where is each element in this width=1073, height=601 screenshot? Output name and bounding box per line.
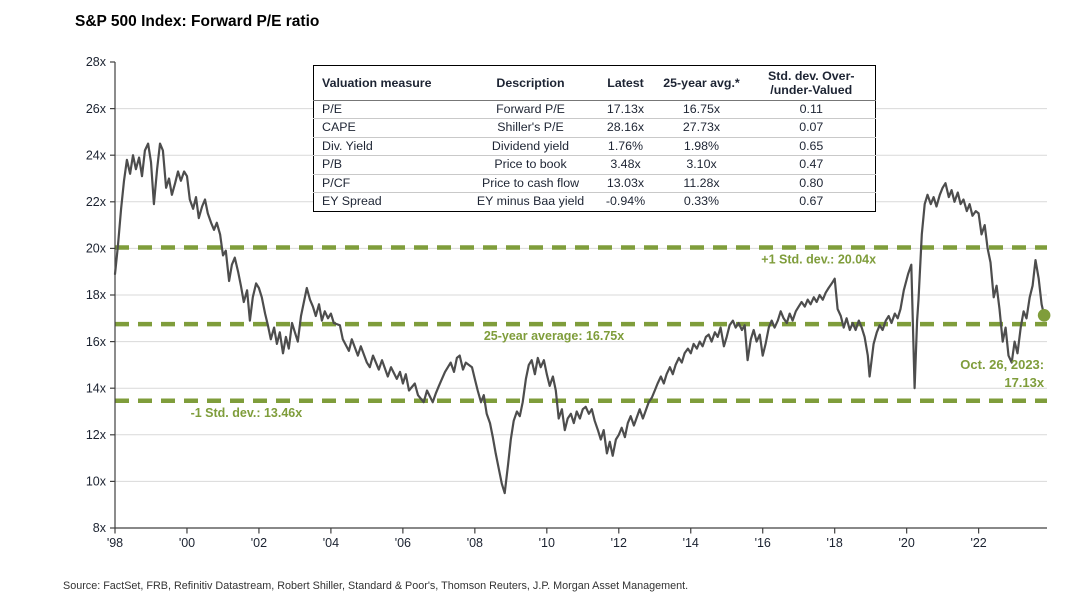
- table-cell: 0.33%: [655, 192, 748, 212]
- table-cell: 1.76%: [595, 136, 656, 156]
- x-tick-label: '10: [539, 536, 555, 550]
- ref-line-label-plus-1-std: +1 Std. dev.: 20.04x: [761, 252, 876, 266]
- table-cell: 17.13x: [606, 101, 645, 116]
- y-tick-label: 18x: [86, 288, 107, 302]
- table-header-row: Valuation measure Description Latest 25-yea…: [313, 65, 876, 101]
- x-tick-label: '08: [467, 536, 483, 550]
- table-row: CAPE Shiller's P/E 28.16x 27.73x 0.07: [313, 118, 876, 138]
- table-cell: 0.07: [747, 118, 876, 138]
- latest-point-marker: [1037, 308, 1051, 322]
- table-cell: 16.75x: [682, 101, 721, 116]
- table-row: Div. Yield Dividend yield 1.76% 1.98% 0.65: [313, 136, 876, 156]
- table-header-cell: Latest: [595, 65, 656, 101]
- table-cell: 0.67: [747, 192, 876, 212]
- y-tick-label: 8x: [93, 521, 107, 535]
- x-tick-label: '12: [611, 536, 627, 550]
- table-cell: EY Spread: [313, 192, 466, 212]
- table-row: P/CF Price to cash flow 13.03x 11.28x 0.80: [313, 173, 876, 193]
- x-tick-label: '02: [251, 536, 267, 550]
- ref-line-label-minus-1-std: -1 Std. dev.: 13.46x: [191, 406, 303, 420]
- table-header-cell: Valuation measure: [313, 65, 466, 101]
- table-cell: EY minus Baa yield: [465, 192, 596, 212]
- table-cell: CAPE: [313, 118, 466, 138]
- source-note: Source: FactSet, FRB, Refinitiv Datastre…: [63, 580, 689, 592]
- x-tick-label: '22: [970, 536, 986, 550]
- table-header-cell: 25-year avg.*: [655, 65, 748, 101]
- table-row: P/B Price to book 3.48x 3.10x 0.47: [313, 155, 876, 175]
- table-header-cell: Description: [465, 65, 596, 101]
- table-cell: Price to book: [465, 155, 596, 175]
- table-cell: 13.03x: [595, 173, 656, 193]
- y-tick-label: 26x: [86, 102, 107, 116]
- latest-point-label-date: Oct. 26, 2023:: [960, 357, 1044, 372]
- y-tick-label: 10x: [86, 475, 107, 489]
- table-cell: P/E: [322, 101, 342, 116]
- table-cell: P/B: [313, 155, 466, 175]
- x-tick-label: '04: [323, 536, 339, 550]
- y-tick-label: 28x: [86, 55, 107, 69]
- table-cell: Shiller's P/E: [465, 118, 596, 138]
- series-line-forward-pe: [113, 142, 1046, 495]
- table-cell: 0.47: [747, 155, 876, 175]
- y-tick-label: 24x: [86, 148, 107, 162]
- table-header-cell: Std. dev. Over- /under-Valued: [747, 65, 876, 101]
- y-tick-label: 20x: [86, 242, 107, 256]
- table-cell: 0.80: [747, 173, 876, 193]
- table-cell: Dividend yield: [465, 136, 596, 156]
- valuation-table-grid: Valuation measure Description Latest 25-yea…: [313, 65, 876, 212]
- table-cell: Div. Yield: [313, 136, 466, 156]
- x-tick-label: '06: [395, 536, 411, 550]
- y-tick-label: 12x: [86, 428, 107, 442]
- table-cell: 1.98%: [655, 136, 748, 156]
- valuation-table: Valuation measure Description Latest 25-yea…: [313, 65, 876, 212]
- x-tick-label: '14: [683, 536, 699, 550]
- x-tick-label: '98: [107, 536, 123, 550]
- table-row: EY Spread EY minus Baa yield -0.94% 0.33% 0.…: [313, 192, 876, 212]
- y-tick-label: 22x: [86, 195, 107, 209]
- table-cell: 0.65: [747, 136, 876, 156]
- x-tick-label: '16: [755, 536, 771, 550]
- valuation-table-head: Valuation measure Description Latest 25-yea…: [313, 65, 876, 101]
- table-cell: -0.94%: [595, 192, 656, 212]
- table-cell: 27.73x: [655, 118, 748, 138]
- chart-title: S&P 500 Index: Forward P/E ratio: [75, 13, 320, 30]
- y-tick-label: 16x: [86, 335, 107, 349]
- ref-line-label-25yr-avg: 25-year average: 16.75x: [484, 329, 624, 343]
- table-cell: 3.48x: [595, 155, 656, 175]
- table-cell: 3.10x: [655, 155, 748, 175]
- table-cell: P/CF: [313, 173, 466, 193]
- latest-point-label-value: 17.13x: [1004, 375, 1045, 390]
- x-tick-label: '18: [827, 536, 843, 550]
- table-row: P/E Forward P/E 17.13x 16.75x 0.11: [314, 100, 876, 119]
- table-cell: Forward P/E: [496, 101, 565, 116]
- table-cell: Price to cash flow: [465, 173, 596, 193]
- table-cell: 28.16x: [595, 118, 656, 138]
- valuation-table-body: P/E Forward P/E 17.13x 16.75x 0.11 CAPE Shille…: [313, 100, 876, 212]
- table-cell: 0.11: [799, 101, 823, 116]
- table-cell: 11.28x: [655, 173, 748, 193]
- x-tick-label: '00: [179, 536, 195, 550]
- y-tick-label: 14x: [86, 381, 107, 395]
- x-tick-label: '20: [899, 536, 915, 550]
